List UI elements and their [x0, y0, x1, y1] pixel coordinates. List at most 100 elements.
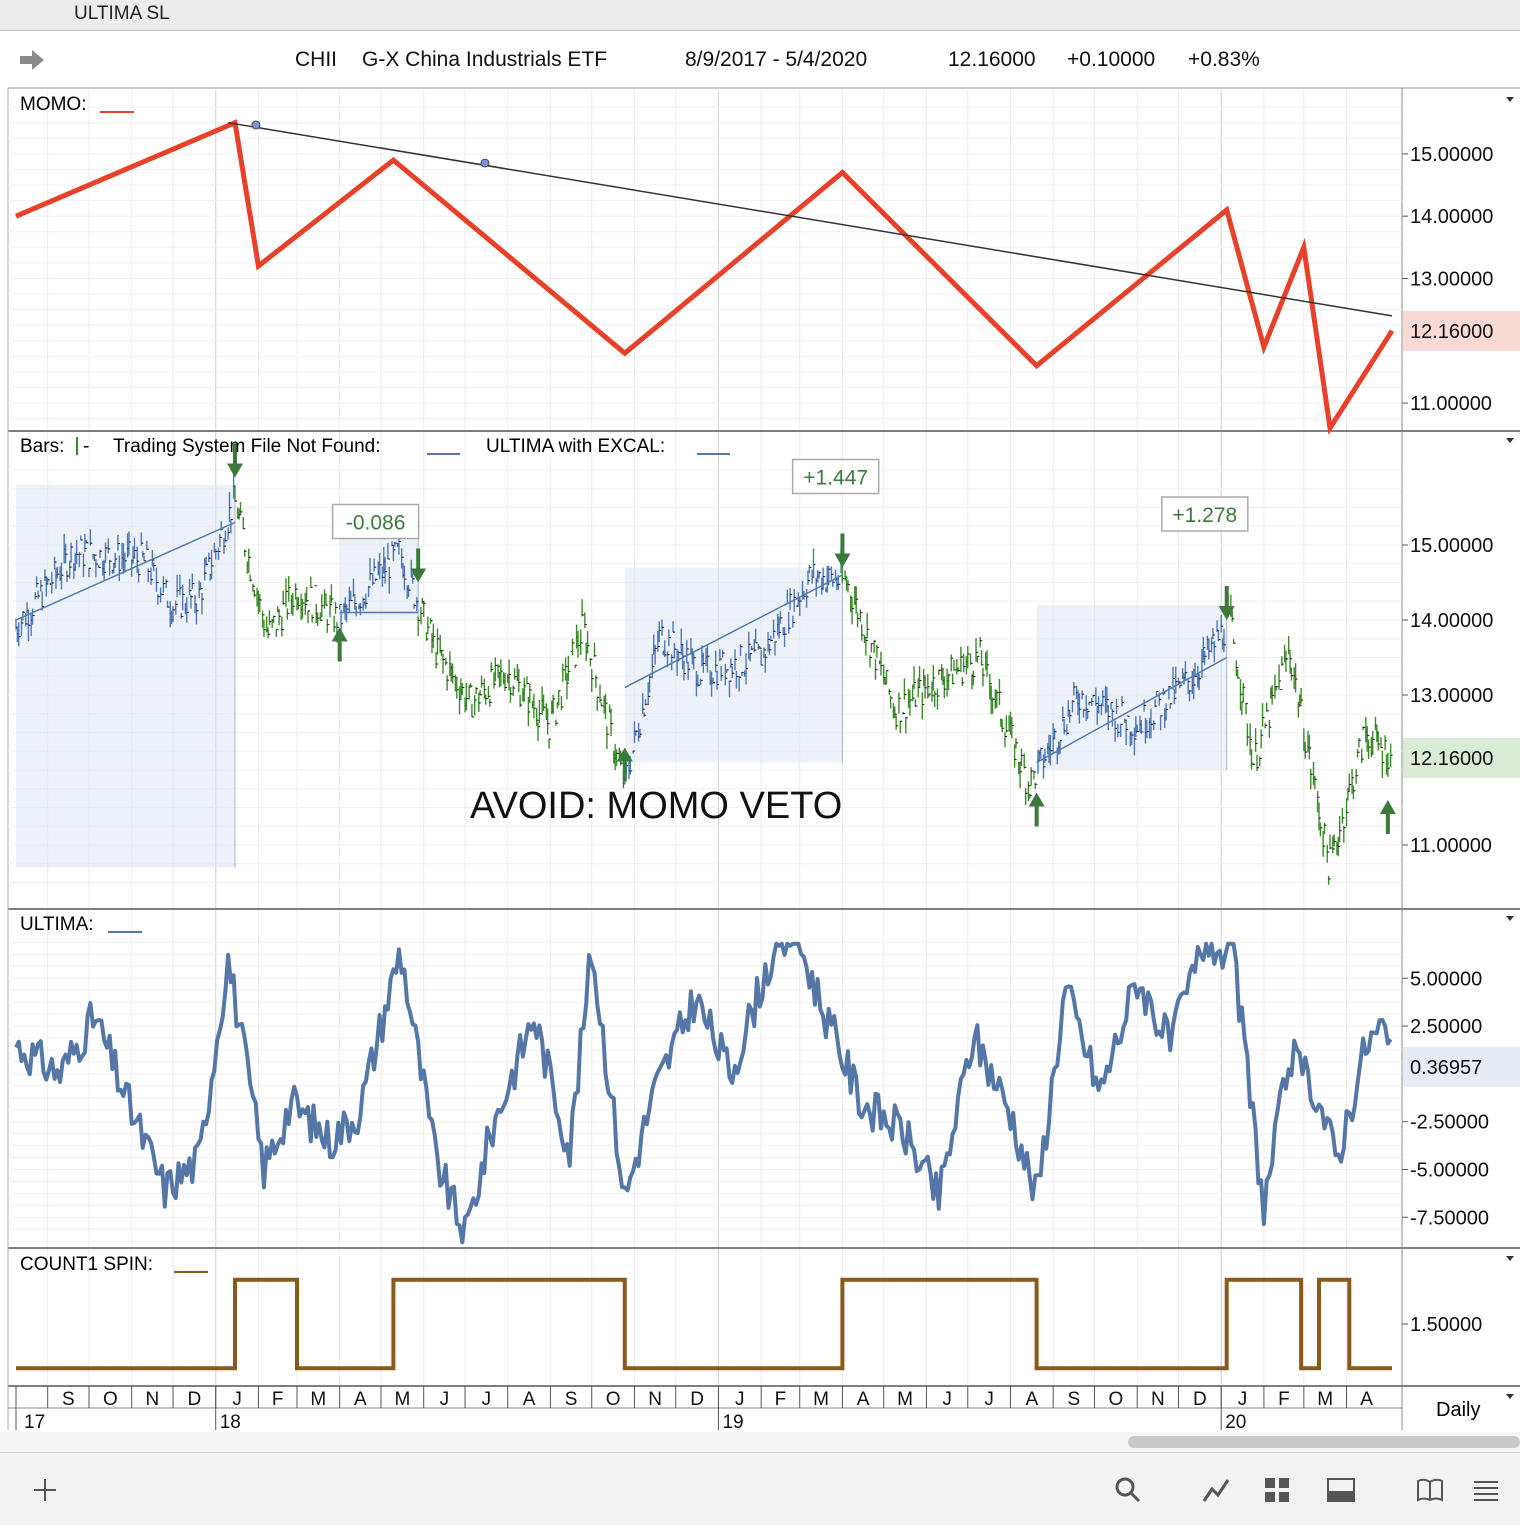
svg-text:-: -	[83, 436, 89, 457]
x-axis: S O N D J F M A M J J A S O N D J F M A M J J A S O N D J F M A 17 18 19 20	[8, 1386, 1402, 1432]
x-month-label: M	[1317, 1389, 1333, 1410]
momo-label: MOMO:	[20, 94, 87, 115]
ultima-excal-label: ULTIMA with EXCAL:	[486, 436, 665, 457]
x-month-label: J	[232, 1389, 242, 1410]
ultima-current-value: 0.36957	[1410, 1057, 1482, 1079]
ultima-series	[14, 941, 1393, 1245]
x-month-label: M	[897, 1389, 913, 1410]
y-tick-label: 14.00000	[1410, 206, 1493, 228]
regression-line	[15, 521, 236, 621]
x-month-label: S	[565, 1389, 578, 1410]
x-month-label: D	[1193, 1389, 1207, 1410]
system-region	[16, 485, 236, 868]
y-axes: 15.00000 14.00000 13.00000 11.00000 15.00000…	[1402, 144, 1520, 1336]
bars-label: Bars:	[20, 436, 64, 457]
trade-label-box	[791, 458, 880, 495]
x-month-label: O	[606, 1389, 621, 1410]
trendline-handle	[480, 158, 490, 168]
x-month-label: D	[690, 1389, 704, 1410]
price-change-pct: +0.83%	[1188, 48, 1260, 71]
count1-label: COUNT1 SPIN:	[20, 1254, 153, 1275]
x-month-label: A	[523, 1389, 536, 1410]
count1-line	[16, 1277, 1392, 1371]
trade-markers: -0.086 +1.447 +1.278	[227, 443, 1396, 834]
date-range: 8/9/2017 - 5/4/2020	[685, 48, 868, 71]
system-region	[624, 567, 843, 763]
last-price: 12.16000	[948, 48, 1036, 71]
ultima-line	[14, 941, 1393, 1245]
timeframe-label[interactable]: Daily	[1436, 1399, 1480, 1421]
symbol-text: CHII	[295, 48, 337, 71]
x-month-label: O	[1108, 1389, 1123, 1410]
sell-arrow-icon	[410, 548, 427, 583]
security-name: G-X China Industrials ETF	[362, 48, 608, 71]
buy-arrow-icon	[1028, 792, 1045, 827]
y-tick-label: 15.00000	[1410, 535, 1493, 557]
x-month-label: D	[188, 1389, 202, 1410]
grid-icon[interactable]	[1262, 1475, 1292, 1505]
y-tick-label: 5.00000	[1410, 968, 1482, 990]
x-month-label: F	[775, 1389, 787, 1410]
search-icon[interactable]	[1113, 1475, 1143, 1505]
buy-arrow-icon	[616, 747, 633, 782]
trendline-handle	[251, 120, 261, 130]
window-titlebar: ULTIMA SL	[0, 0, 1520, 31]
x-month-label: S	[1067, 1389, 1080, 1410]
y-tick-label: 1.50000	[1410, 1314, 1482, 1336]
x-month-label: M	[310, 1389, 326, 1410]
arrow-right-icon[interactable]	[18, 48, 46, 72]
trade-label-box	[331, 503, 420, 540]
xaxis-menu-chevron-icon[interactable]	[1506, 1394, 1514, 1399]
chart-header: CHII G-X China Industrials ETF 8/9/2017 …	[0, 36, 1520, 86]
y-tick-label: 15.00000	[1410, 144, 1493, 166]
x-month-label: N	[1151, 1389, 1165, 1410]
x-month-label: J	[1238, 1389, 1248, 1410]
y-tick-label: -2.50000	[1410, 1112, 1489, 1134]
book-icon[interactable]	[1415, 1475, 1445, 1505]
buy-arrow-icon	[1379, 800, 1396, 834]
bars-menu-chevron-icon[interactable]	[1506, 438, 1514, 443]
y-tick-label: 13.00000	[1410, 268, 1493, 290]
x-month-label: A	[857, 1389, 870, 1410]
momo-trendline	[227, 121, 1393, 317]
regression-line	[624, 574, 843, 689]
add-icon[interactable]	[30, 1475, 60, 1505]
layout-panel-icon[interactable]	[1326, 1475, 1356, 1505]
sell-arrow-icon	[834, 533, 851, 568]
chart-line-icon[interactable]	[1201, 1475, 1231, 1505]
x-year-label: 20	[1225, 1412, 1246, 1432]
bottom-toolbar	[0, 1452, 1520, 1525]
momo-series	[15, 119, 1395, 436]
x-month-label: F	[1278, 1389, 1290, 1410]
momo-current-value-box	[1403, 310, 1520, 351]
ultima-current-value-box	[1403, 1046, 1520, 1087]
sell-arrow-icon	[1218, 586, 1235, 620]
y-tick-label: -5.00000	[1410, 1160, 1489, 1182]
count1-menu-chevron-icon[interactable]	[1506, 1256, 1514, 1261]
price-change: +0.10000	[1067, 48, 1156, 71]
x-month-label: M	[394, 1389, 410, 1410]
horizontal-scrollbar-thumb[interactable]	[1128, 1436, 1520, 1448]
menu-icon[interactable]	[1471, 1475, 1501, 1505]
y-tick-label: 14.00000	[1410, 610, 1493, 632]
window-title: ULTIMA SL	[74, 3, 170, 24]
y-tick-label: 11.00000	[1410, 835, 1492, 857]
ultima-menu-chevron-icon[interactable]	[1506, 916, 1514, 921]
trade-label-box	[1161, 496, 1249, 532]
ultima-label: ULTIMA:	[20, 914, 94, 935]
trade-result-label: -0.086	[346, 512, 406, 535]
momo-line	[15, 119, 1395, 436]
chart-area[interactable]: -0.086 +1.447 +1.278 15.00000 14.00000 13.00…	[0, 86, 1520, 1432]
y-tick-label: 11.00000	[1410, 393, 1492, 415]
momo-menu-chevron-icon[interactable]	[1506, 97, 1514, 102]
buy-arrow-icon	[331, 627, 348, 662]
trade-result-label: +1.278	[1172, 504, 1237, 527]
x-year-label: 17	[24, 1412, 45, 1432]
x-month-label: S	[62, 1389, 75, 1410]
y-tick-label: 2.50000	[1410, 1016, 1482, 1038]
x-month-label: J	[942, 1389, 952, 1410]
bars-current-value-box	[1403, 738, 1520, 778]
veto-annotation: AVOID: MOMO VETO	[470, 785, 842, 827]
x-month-label: J	[735, 1389, 745, 1410]
x-month-label: M	[813, 1389, 829, 1410]
